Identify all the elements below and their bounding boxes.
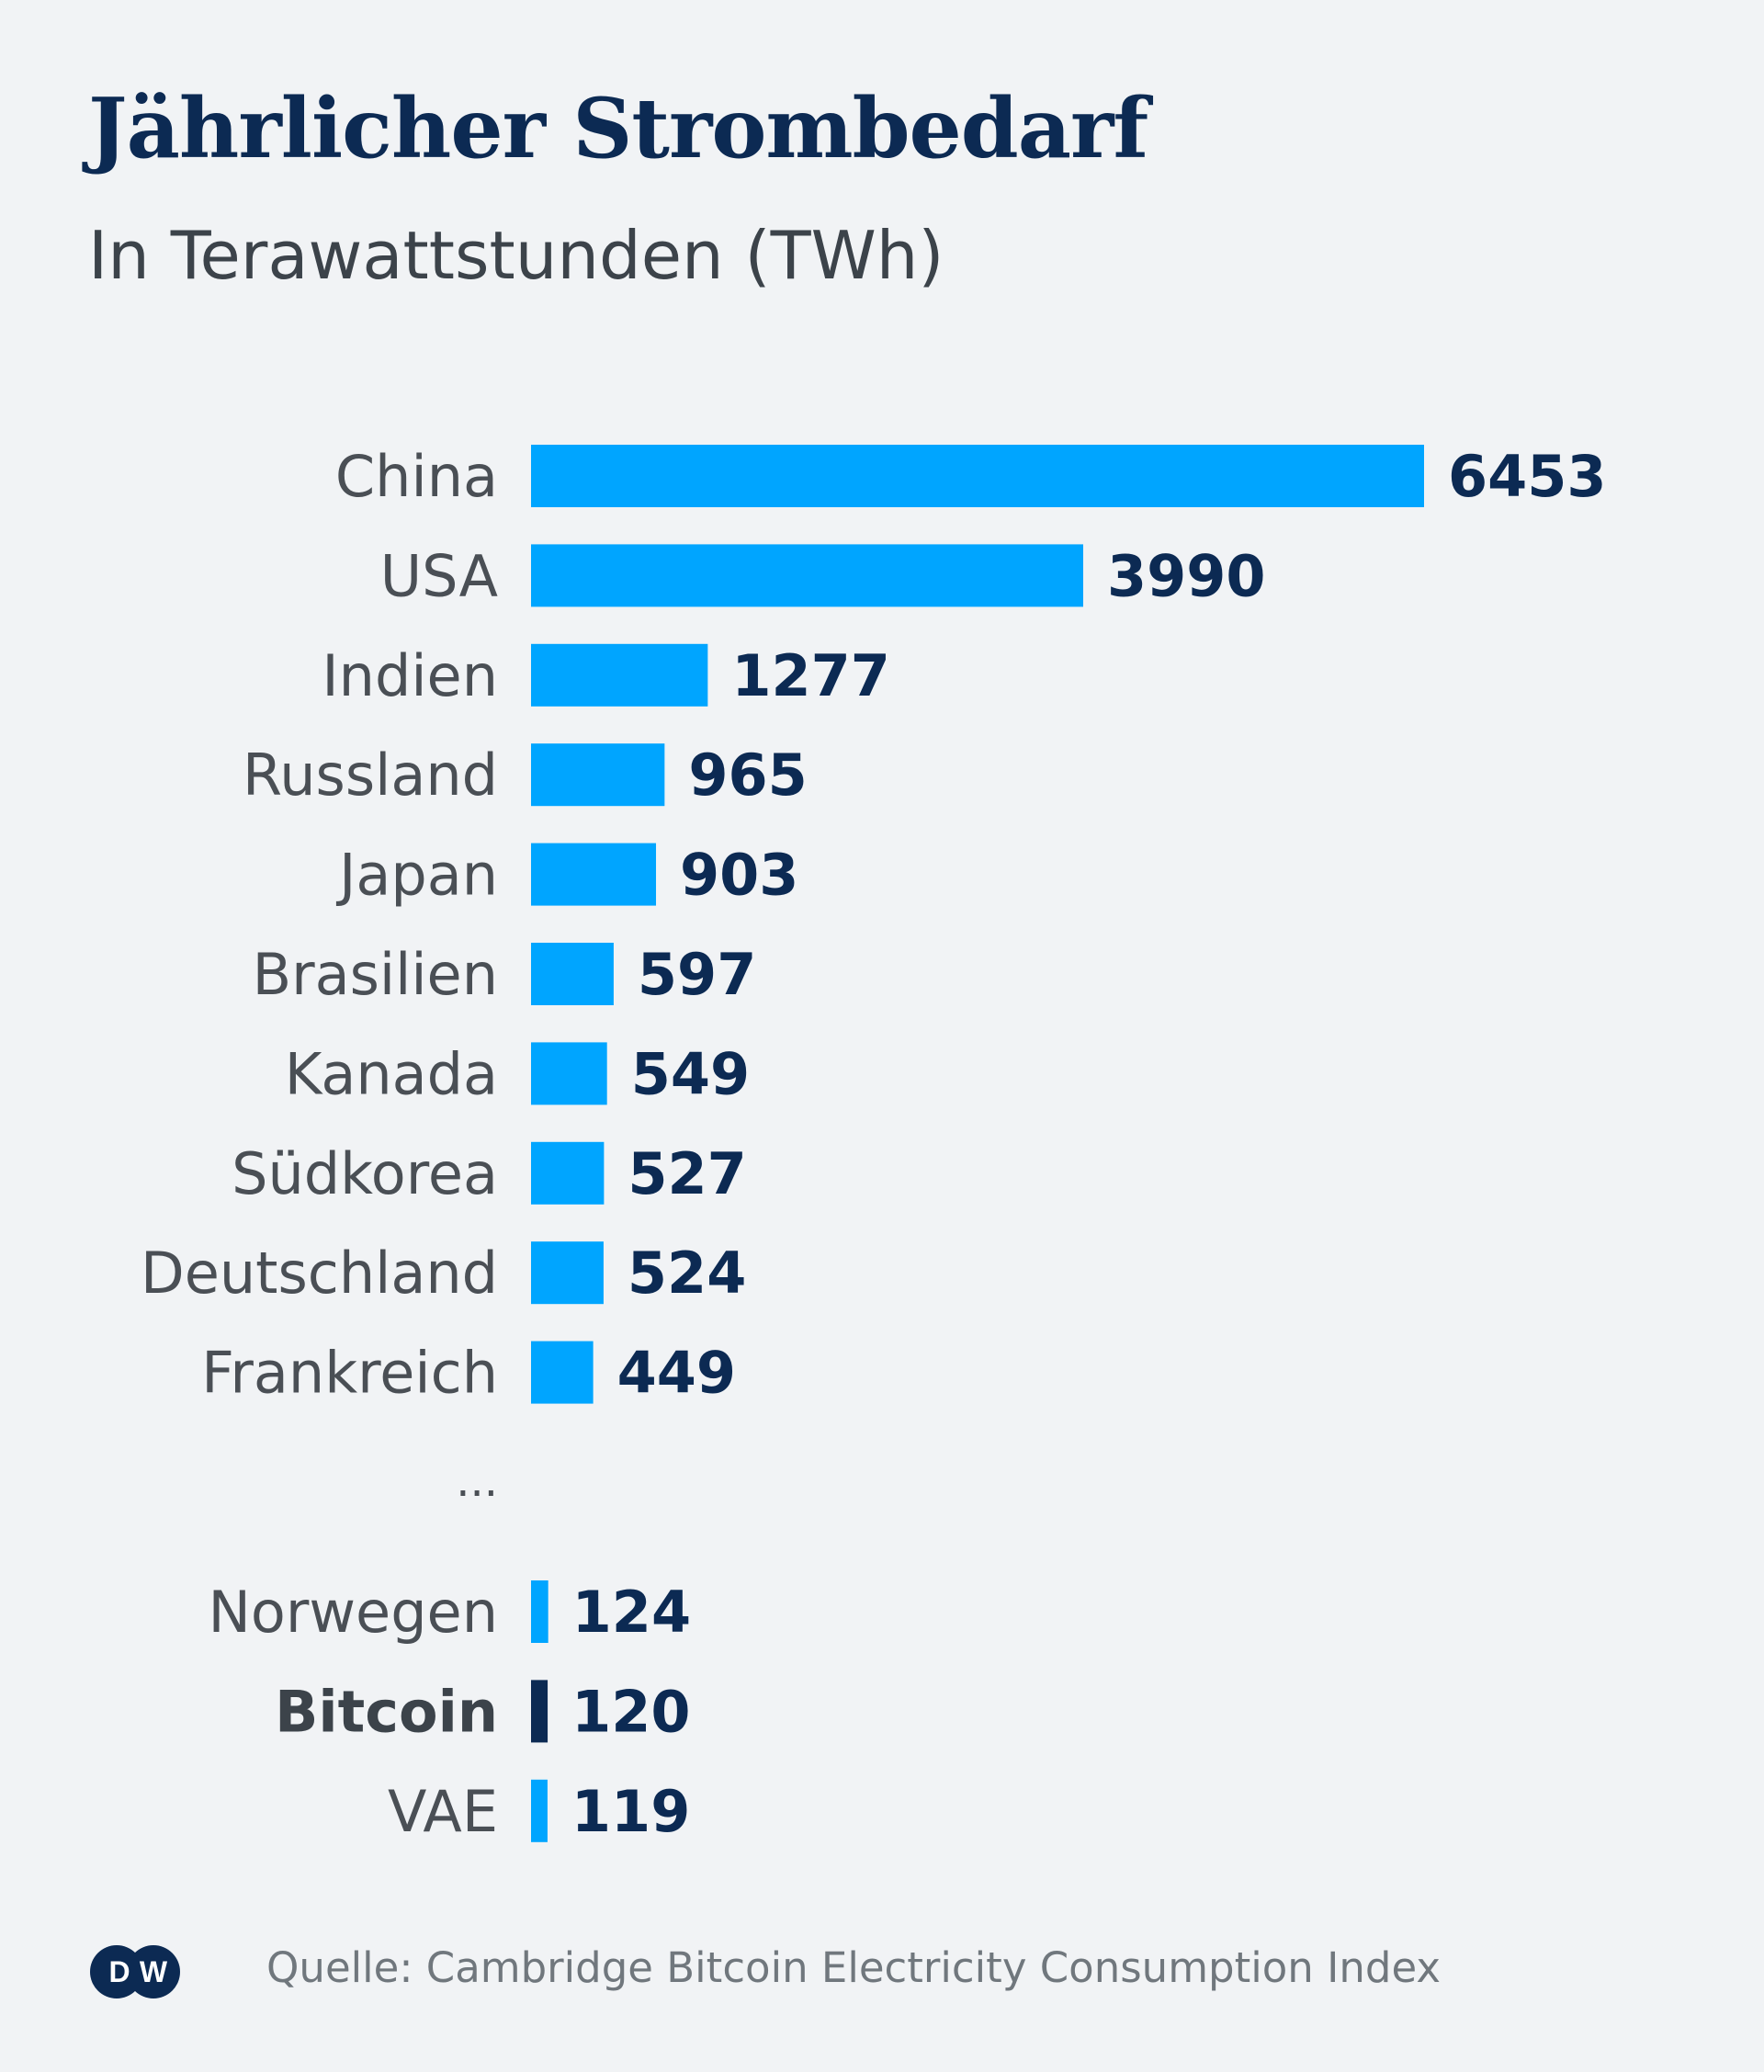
category-label-frankreich: Frankreich [201,1340,498,1407]
bar-japan [531,843,657,906]
bar-usa [531,544,1084,607]
value-label-kanada: 549 [631,1040,750,1107]
category-label-russland: Russland [243,742,498,809]
category-label-bitcoin: Bitcoin [275,1678,498,1745]
value-label-bitcoin: 120 [571,1678,690,1745]
source-note: Quelle: Cambridge Bitcoin Electricity Co… [266,1943,1441,1992]
category-label-deutschland: Deutschland [141,1240,498,1307]
category-label-china: China [335,443,498,510]
chart-subtitle: In Terawattstunden (TWh) [88,217,944,294]
value-label-brasilien: 597 [638,941,756,1008]
value-label-suedkorea: 527 [628,1140,746,1207]
svg-text:W: W [140,1955,168,1988]
svg-text:D: D [108,1955,130,1988]
bar-brasilien [531,943,614,1005]
bar-indien [531,643,708,707]
dw-logo: D W [90,1945,180,1998]
value-label-frankreich: 449 [617,1340,736,1407]
value-label-norwegen: 124 [572,1579,691,1646]
value-label-deutschland: 524 [628,1240,746,1307]
category-label-kanada: Kanada [285,1040,498,1107]
category-label-norwegen: Norwegen [209,1579,498,1646]
gap-marker: ... [456,1455,498,1507]
bar-vae [531,1779,548,1842]
bar-china [531,445,1424,507]
value-label-usa: 3990 [1107,542,1266,609]
bar-chart: ... China 6453 USA 3990 Indien 1277 Russland 96… [141,443,1607,1845]
category-label-usa: USA [380,542,498,609]
bar-deutschland [531,1241,604,1305]
value-label-indien: 1277 [731,642,890,709]
bar-suedkorea [531,1141,605,1205]
bar-frankreich [531,1341,594,1404]
category-label-suedkorea: Südkorea [232,1140,498,1207]
bar-norwegen [531,1580,548,1643]
category-label-vae: VAE [388,1778,498,1845]
bar-kanada [531,1042,607,1105]
chart-title: Jährlicher Strombedarf [88,80,1148,177]
value-label-china: 6453 [1448,443,1607,510]
value-label-vae: 119 [571,1778,690,1845]
value-label-russland: 965 [688,742,807,809]
category-label-indien: Indien [322,642,498,709]
category-label-japan: Japan [335,842,498,909]
bar-russland [531,743,665,807]
category-label-brasilien: Brasilien [253,941,498,1008]
bar-bitcoin [531,1680,548,1743]
value-label-japan: 903 [680,842,798,909]
